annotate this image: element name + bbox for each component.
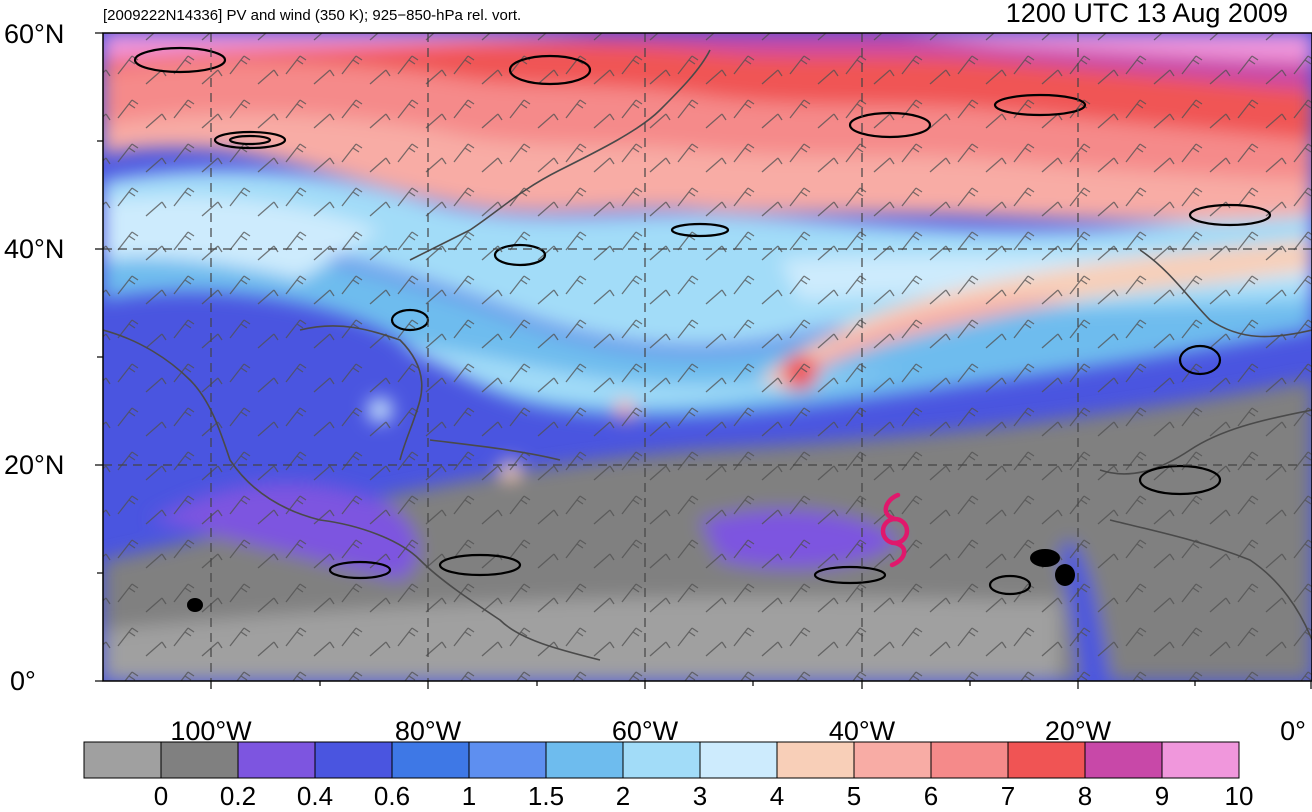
colorbar-swatch	[237, 741, 316, 779]
colorbar-swatch	[1084, 741, 1163, 779]
colorbar-tick-label: 3	[692, 781, 708, 811]
lon-label-80w: 80°W	[394, 716, 462, 746]
colorbar-swatch	[160, 741, 239, 779]
figure-title: [2009222N14336] PV and wind (350 K); 925…	[103, 7, 522, 24]
colorbar-swatch	[776, 741, 855, 779]
colorbar-tick-label: 5	[846, 781, 862, 811]
coastlines	[103, 49, 1312, 661]
colorbar-swatch	[622, 741, 701, 779]
colorbar	[83, 741, 1240, 779]
valid-time-title: 1200 UTC 13 Aug 2009	[1005, 0, 1288, 28]
colorbar-tick-label: 0.6	[373, 781, 411, 811]
colorbar-swatch	[930, 741, 1009, 779]
colorbar-tick-label: 6	[923, 781, 939, 811]
map-gridlines	[103, 33, 1312, 681]
colorbar-swatch	[853, 741, 932, 779]
lat-label-40n: 40°N	[4, 234, 65, 264]
lon-label-40w: 40°W	[828, 716, 896, 746]
colorbar-tick-label: 7	[1000, 781, 1016, 811]
colorbar-swatch	[83, 741, 162, 779]
lat-label-20n: 20°N	[4, 450, 65, 480]
colorbar-swatch	[1161, 741, 1240, 779]
colorbar-swatch	[1007, 741, 1086, 779]
colorbar-tick-label: 0.4	[296, 781, 334, 811]
colorbar-swatch	[468, 741, 547, 779]
lon-label-60w: 60°W	[611, 716, 679, 746]
colorbar-tick-label: 2	[615, 781, 631, 811]
colorbar-swatch	[545, 741, 624, 779]
vorticity-contours	[133, 46, 1272, 596]
colorbar-tick-label: 8	[1077, 781, 1093, 811]
colorbar-tick-label: 4	[769, 781, 785, 811]
colorbar-tick-label: 0	[153, 781, 169, 811]
colorbar-tick-label: 9	[1154, 781, 1170, 811]
lat-label-60n: 60°N	[4, 19, 65, 49]
lon-label-0: 0°	[1280, 716, 1306, 746]
colorbar-swatch	[391, 741, 470, 779]
lat-label-eq: 0°	[10, 666, 36, 696]
colorbar-tick-label: 0.2	[219, 781, 257, 811]
colorbar-tick-label: 10	[1224, 781, 1254, 811]
tropical-cyclone-icon	[880, 492, 910, 568]
lon-label-100w: 100°W	[170, 716, 252, 746]
axis-ticks	[95, 32, 1312, 689]
colorbar-tick-label: 1.5	[527, 781, 565, 811]
colorbar-swatch	[314, 741, 393, 779]
colorbar-swatch	[699, 741, 778, 779]
lon-label-20w: 20°W	[1044, 716, 1112, 746]
colorbar-tick-label: 1	[461, 781, 477, 811]
vorticity-maxima	[187, 549, 1075, 612]
pv-field-map	[103, 33, 1312, 681]
